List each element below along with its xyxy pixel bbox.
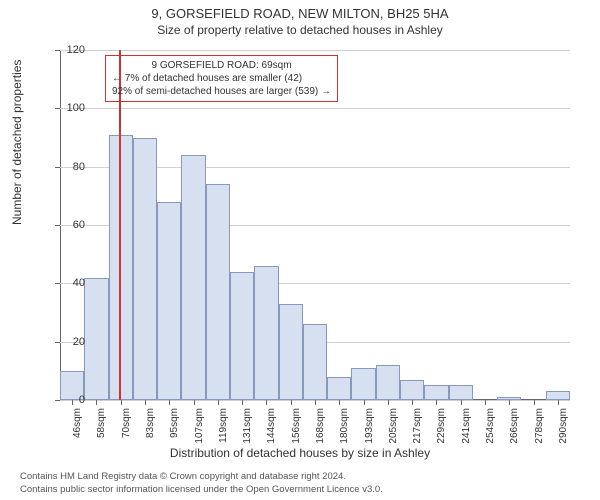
x-tick-mark: [194, 400, 195, 405]
histogram-bar: [84, 278, 108, 401]
y-axis-label: Number of detached properties: [10, 60, 24, 225]
x-tick-mark: [242, 400, 243, 405]
x-tick-mark: [534, 400, 535, 405]
histogram-bar: [303, 324, 327, 400]
x-tick-mark: [169, 400, 170, 405]
histogram-bar: [230, 272, 254, 400]
x-tick-mark: [315, 400, 316, 405]
x-tick-label: 241sqm: [461, 408, 472, 448]
x-tick-label: 95sqm: [169, 408, 180, 448]
x-tick-mark: [218, 400, 219, 405]
x-tick-label: 107sqm: [194, 408, 205, 448]
x-tick-label: 290sqm: [558, 408, 569, 448]
x-tick-mark: [412, 400, 413, 405]
histogram-bar: [424, 385, 448, 400]
x-tick-mark: [364, 400, 365, 405]
chart-subtitle: Size of property relative to detached ho…: [0, 21, 600, 37]
x-tick-mark: [461, 400, 462, 405]
reference-line: [119, 50, 121, 400]
x-tick-label: 180sqm: [339, 408, 350, 448]
callout-box: 9 GORSEFIELD ROAD: 69sqm← 7% of detached…: [105, 55, 338, 102]
footer-line-1: Contains HM Land Registry data © Crown c…: [20, 471, 383, 483]
x-tick-mark: [96, 400, 97, 405]
callout-line: 9 GORSEFIELD ROAD: 69sqm: [112, 59, 331, 72]
x-tick-label: 217sqm: [412, 408, 423, 448]
y-tick-label: 100: [55, 102, 85, 114]
histogram-bar: [376, 365, 400, 400]
x-tick-label: 156sqm: [291, 408, 302, 448]
y-tick-label: 40: [55, 277, 85, 289]
histogram-bar: [400, 380, 424, 400]
histogram-bar: [133, 138, 157, 401]
x-tick-label: 46sqm: [72, 408, 83, 448]
callout-line: ← 7% of detached houses are smaller (42): [112, 72, 331, 85]
grid-line: [60, 50, 570, 51]
x-tick-mark: [121, 400, 122, 405]
histogram-bar: [279, 304, 303, 400]
histogram-bar: [546, 391, 570, 400]
callout-line: 92% of semi-detached houses are larger (…: [112, 85, 331, 98]
y-tick-label: 0: [55, 394, 85, 406]
x-tick-mark: [436, 400, 437, 405]
x-tick-label: 119sqm: [218, 408, 229, 448]
histogram-bar: [254, 266, 278, 400]
plot-area: 46sqm58sqm70sqm83sqm95sqm107sqm119sqm131…: [60, 50, 570, 400]
x-axis-label: Distribution of detached houses by size …: [0, 446, 600, 460]
x-tick-label: 278sqm: [534, 408, 545, 448]
chart-title: 9, GORSEFIELD ROAD, NEW MILTON, BH25 5HA: [0, 0, 600, 21]
x-tick-label: 168sqm: [315, 408, 326, 448]
x-tick-label: 229sqm: [436, 408, 447, 448]
x-tick-mark: [291, 400, 292, 405]
x-tick-mark: [558, 400, 559, 405]
y-tick-label: 20: [55, 336, 85, 348]
x-tick-label: 254sqm: [485, 408, 496, 448]
x-tick-label: 193sqm: [364, 408, 375, 448]
footer-attribution: Contains HM Land Registry data © Crown c…: [20, 471, 383, 496]
x-tick-mark: [509, 400, 510, 405]
footer-line-2: Contains public sector information licen…: [20, 484, 383, 496]
histogram-bar: [206, 184, 230, 400]
y-tick-label: 60: [55, 219, 85, 231]
histogram-bar: [449, 385, 473, 400]
chart-container: 9, GORSEFIELD ROAD, NEW MILTON, BH25 5HA…: [0, 0, 600, 500]
y-tick-label: 80: [55, 161, 85, 173]
x-tick-label: 58sqm: [96, 408, 107, 448]
histogram-bar: [351, 368, 375, 400]
x-tick-mark: [388, 400, 389, 405]
x-tick-label: 205sqm: [388, 408, 399, 448]
x-tick-mark: [266, 400, 267, 405]
histogram-bar: [327, 377, 351, 400]
x-tick-label: 131sqm: [242, 408, 253, 448]
y-tick-label: 120: [55, 44, 85, 56]
x-tick-mark: [485, 400, 486, 405]
x-tick-label: 70sqm: [121, 408, 132, 448]
histogram-bar: [181, 155, 205, 400]
x-tick-label: 83sqm: [145, 408, 156, 448]
x-tick-mark: [145, 400, 146, 405]
x-tick-label: 266sqm: [509, 408, 520, 448]
x-tick-label: 144sqm: [266, 408, 277, 448]
histogram-bar: [157, 202, 181, 400]
grid-line: [60, 108, 570, 109]
x-tick-mark: [339, 400, 340, 405]
